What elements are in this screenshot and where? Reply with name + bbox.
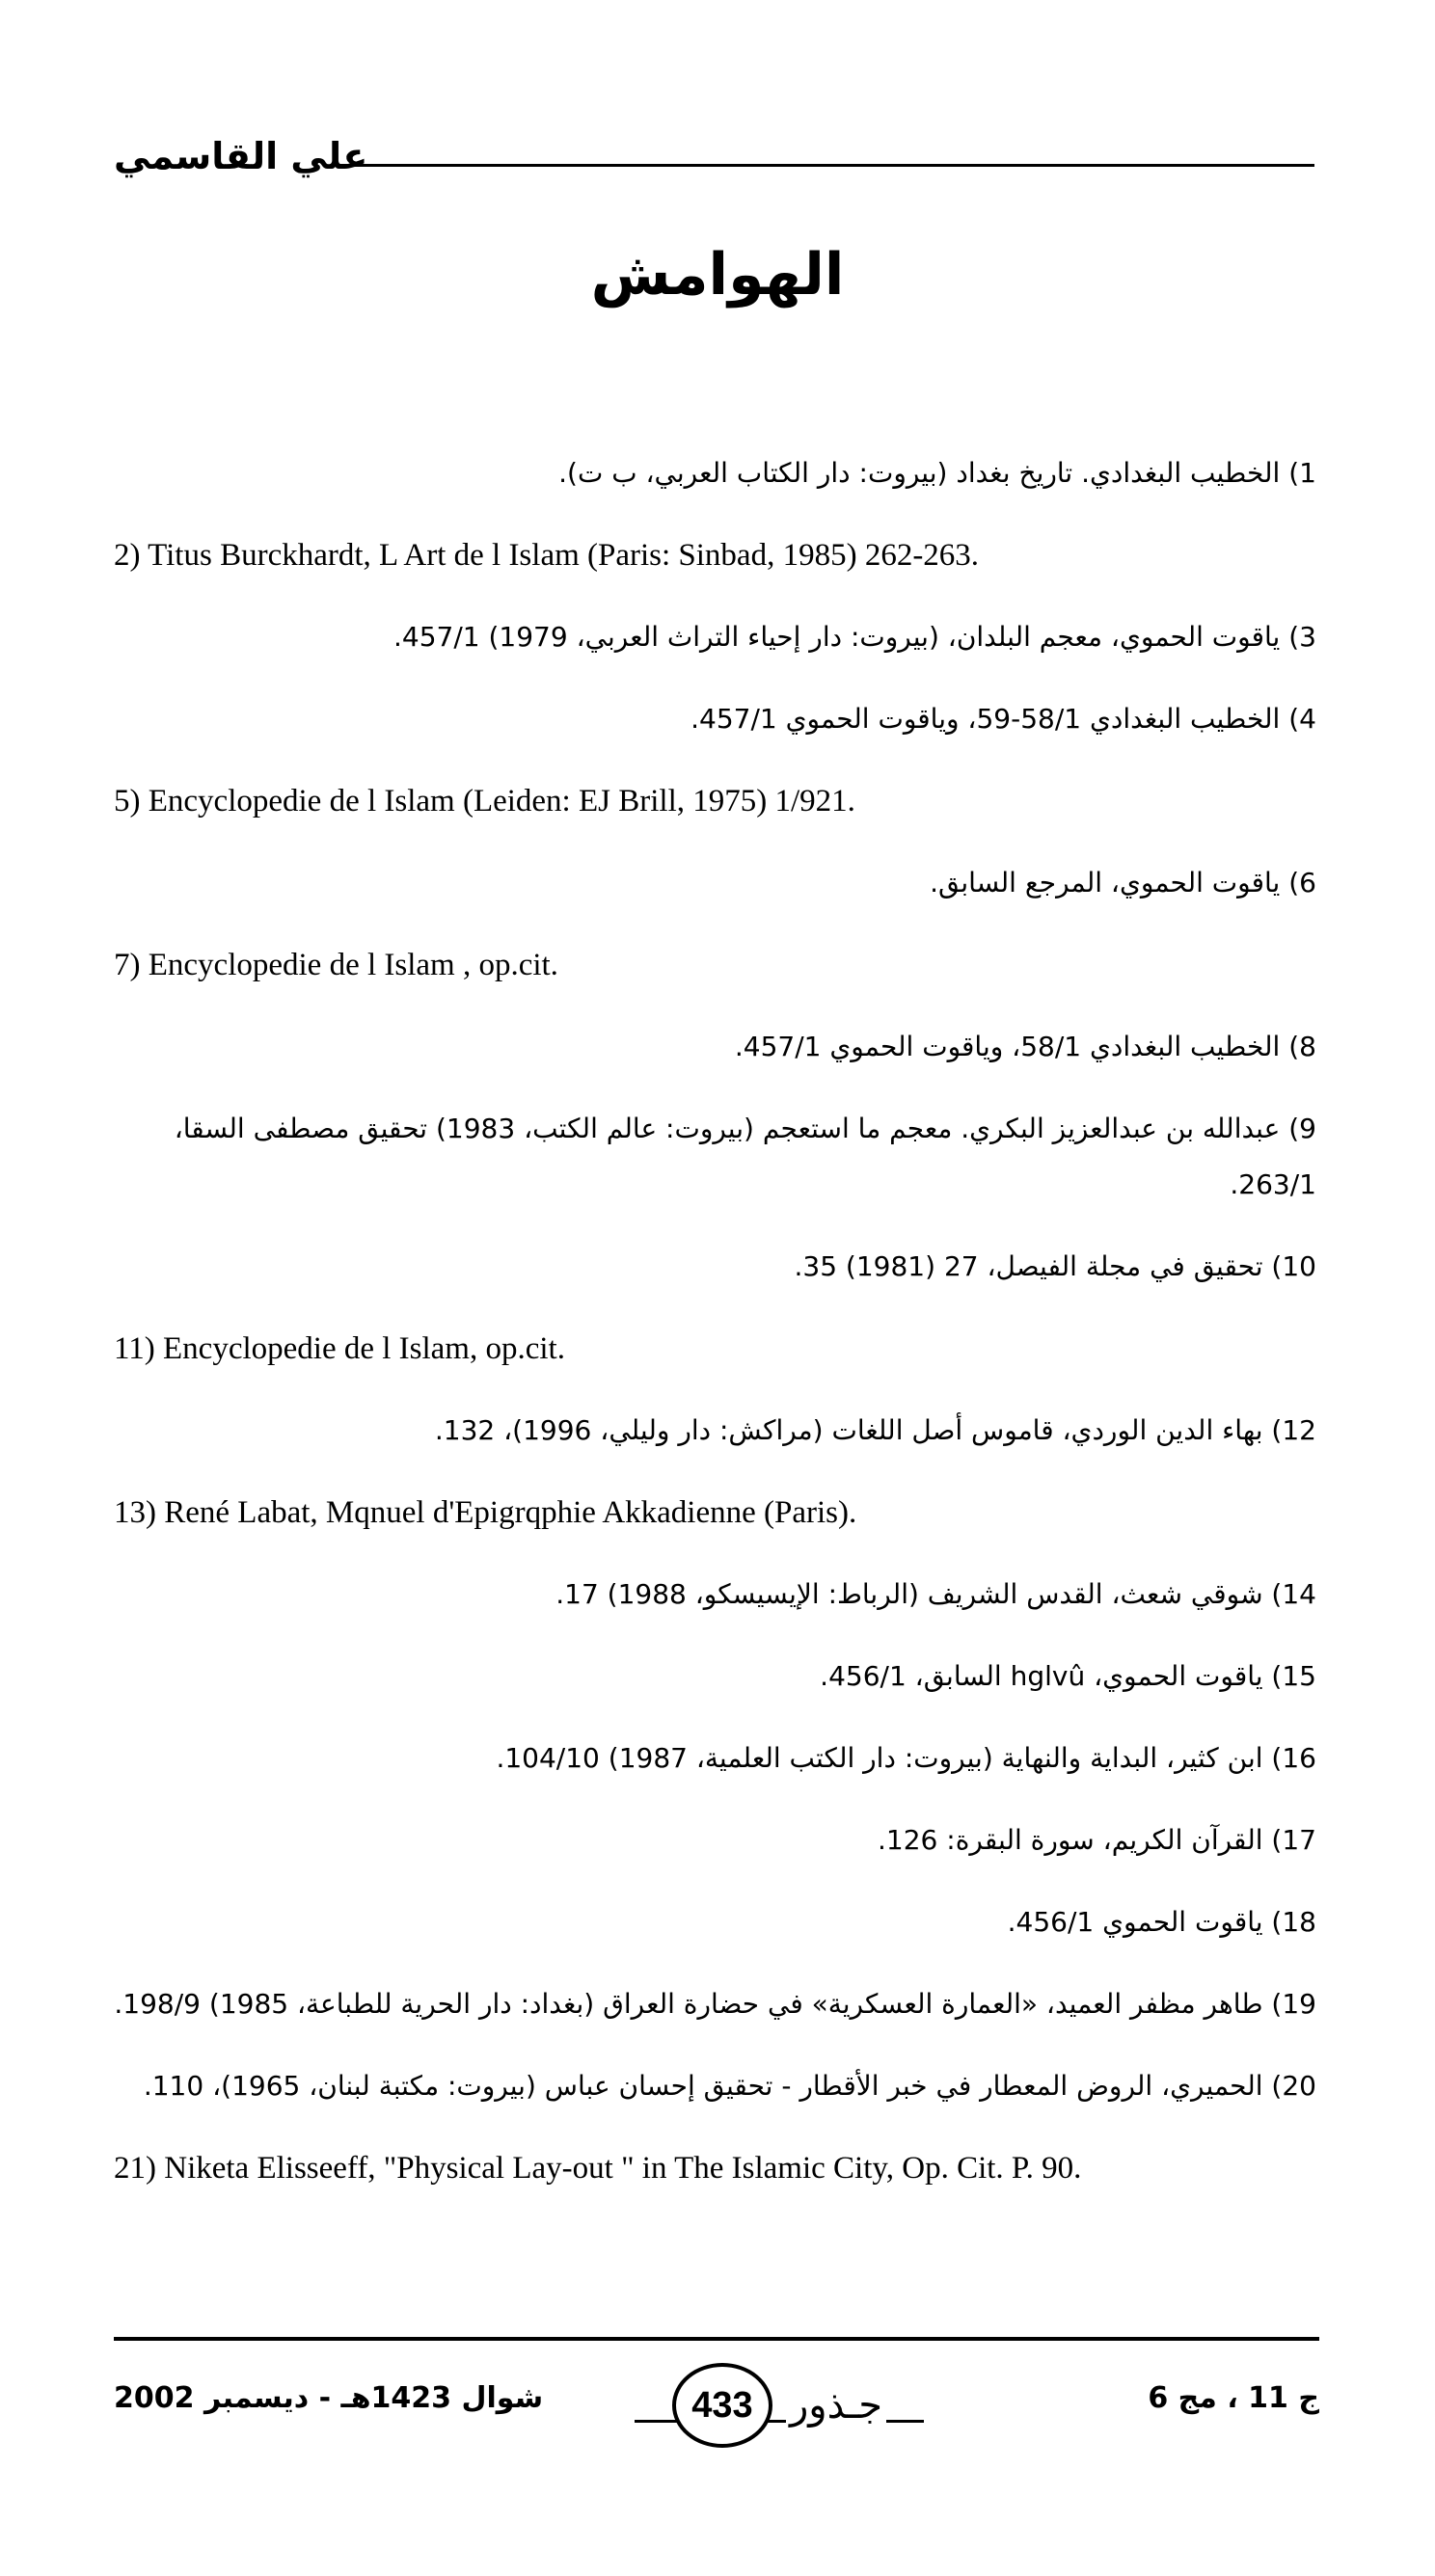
footnote-19: 19) طاهر مظفر العميد، «العمارة العسكرية»… — [114, 1988, 1316, 2020]
footnote-2: 2) Titus Burckhardt, L Art de l Islam (P… — [114, 538, 980, 573]
footnote-9: 9) عبدالله بن عبدالعزيز البكري. معجم ما … — [174, 1113, 1316, 1200]
footnote-18: 18) ياقوت الحموي 456/1. — [1007, 1906, 1316, 1938]
footnote-16: 16) ابن كثير، البداية والنهاية (بيروت: د… — [496, 1742, 1316, 1774]
footnote-1: 1) الخطيب البغدادي. تاريخ بغداد (بيروت: … — [558, 457, 1316, 489]
running-header: علي القاسمي — [114, 135, 1314, 193]
footnotes-list: 1) الخطيب البغدادي. تاريخ بغداد (بيروت: … — [114, 445, 1316, 2222]
footnote-4: 4) الخطيب البغدادي 58/1-59، وياقوت الحمو… — [690, 703, 1316, 735]
footnote-17: 17) القرآن الكريم، سورة البقرة: 126. — [878, 1824, 1316, 1856]
page-title: الهوامش — [590, 241, 845, 309]
footnote-15: 15) ياقوت الحموي، hglvû السابق، 456/1. — [820, 1660, 1316, 1692]
author-name: علي القاسمي — [114, 135, 368, 177]
footnote-12: 12) بهاء الدين الوردي، قاموس أصل اللغات … — [434, 1414, 1316, 1446]
footnote-21: 21) Niketa Elisseeff, "Physical Lay-out … — [114, 2151, 1082, 2186]
footnote-14: 14) شوقي شعث، القدس الشريف (الرباط: الإي… — [555, 1578, 1316, 1610]
footnote-7: 7) Encyclopedie de l Islam , op.cit. — [114, 948, 558, 982]
footnote-13: 13) René Labat, Mqnuel d'Epigrqphie Akka… — [114, 1495, 857, 1530]
issue-date: شوال 1423هـ - ديسمبر 2002 — [114, 2381, 544, 2415]
footer-rule — [114, 2337, 1319, 2341]
footnote-8: 8) الخطيب البغدادي 58/1، وياقوت الحموي 4… — [734, 1031, 1316, 1062]
footnote-3: 3) ياقوت الحموي، معجم البلدان، (بيروت: د… — [393, 621, 1316, 653]
issue-volume: ج 11 ، مج 6 — [1148, 2381, 1319, 2415]
page-number: 433 — [671, 2363, 772, 2448]
logo-bar — [635, 2420, 924, 2423]
footnote-5: 5) Encyclopedie de l Islam (Leiden: EJ B… — [114, 784, 855, 818]
header-rule — [336, 164, 1314, 167]
journal-name: جـذور — [785, 2383, 887, 2428]
footnote-6: 6) ياقوت الحموي، المرجع السابق. — [930, 867, 1316, 899]
journal-logo: 433 جـذور — [615, 2362, 943, 2449]
footnote-11: 11) Encyclopedie de l Islam, op.cit. — [114, 1331, 565, 1366]
page-footer: شوال 1423هـ - ديسمبر 2002 433 جـذور ج 11… — [114, 2362, 1319, 2449]
footnote-10: 10) تحقيق في مجلة الفيصل، 27 (1981) 35. — [794, 1250, 1316, 1282]
footnote-20: 20) الحميري، الروض المعطار في خبر الأقطا… — [143, 2070, 1316, 2102]
